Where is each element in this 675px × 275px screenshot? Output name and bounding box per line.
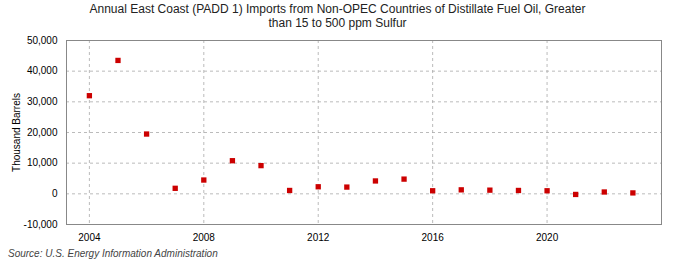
svg-text:40,000: 40,000 <box>27 65 58 76</box>
svg-text:2020: 2020 <box>536 232 559 243</box>
svg-text:2008: 2008 <box>193 232 216 243</box>
svg-text:0: 0 <box>52 188 58 199</box>
html-text:Source: U.S. Energy Informatio: Source: U.S. Energy Information Administ… <box>8 248 218 259</box>
svg-text:2012: 2012 <box>307 232 330 243</box>
svg-text:30,000: 30,000 <box>27 96 58 107</box>
svg-text:Thousand Barrels: Thousand Barrels <box>11 93 22 172</box>
svg-text:2016: 2016 <box>422 232 445 243</box>
svg-text:50,000: 50,000 <box>27 35 58 46</box>
svg-text:20,000: 20,000 <box>27 127 58 138</box>
svg-text:10,000: 10,000 <box>27 157 58 168</box>
html-text:Annual East Coast (PADD 1) Imp: Annual East Coast (PADD 1) Imports from … <box>89 2 586 30</box>
svg-text:2004: 2004 <box>78 232 101 243</box>
svg-text:-10,000: -10,000 <box>24 219 58 230</box>
